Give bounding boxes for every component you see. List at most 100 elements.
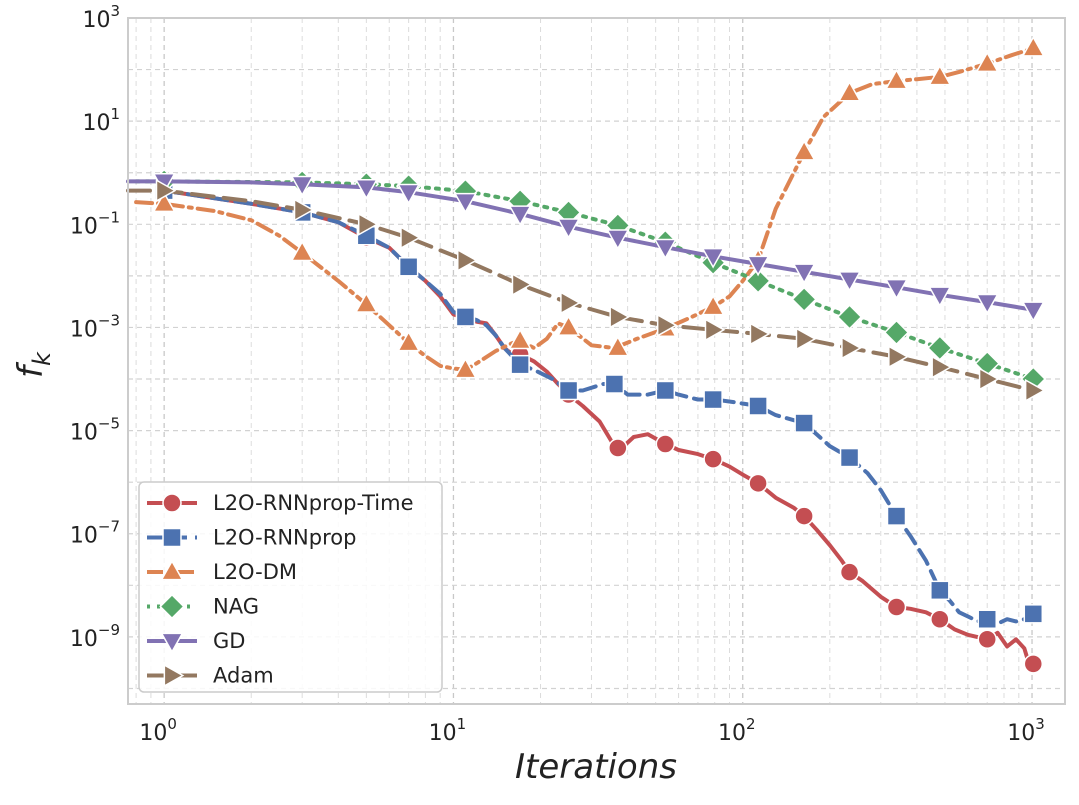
data-point [884, 278, 909, 300]
plot-frame [127, 17, 1066, 705]
x-tick-label: 103 [1007, 715, 1045, 746]
data-point [794, 413, 814, 433]
x-tick-label: 102 [718, 715, 756, 746]
data-point [508, 205, 532, 227]
legend: L2O-RNNprop-Time L2O-RNNprop L2O-DM NAG GD Ad… [138, 481, 443, 693]
data-point [791, 286, 817, 313]
data-point [163, 663, 185, 688]
legend-entry: NAG [147, 593, 259, 620]
y-tick-label: 10−3 [70, 311, 120, 342]
data-point [745, 268, 771, 294]
legend-entry: GD [147, 629, 245, 654]
legend-label: L2O-RNNprop [213, 526, 356, 550]
data-point [160, 632, 184, 654]
data-point [396, 183, 421, 205]
data-point [1021, 301, 1045, 323]
data-point [792, 263, 816, 285]
data-point [453, 357, 478, 379]
data-point [511, 272, 533, 297]
data-point [977, 609, 997, 629]
data-point [1023, 604, 1044, 624]
data-point [927, 335, 953, 361]
data-point [975, 51, 999, 73]
legend-entry: L2O-DM [147, 559, 297, 584]
data-point [604, 374, 625, 394]
tick-layer: 100 101 102 103 10−9 10−7 10−5 10−3 10−1 101 103 [70, 2, 1045, 746]
y-tick-label: 103 [82, 2, 120, 33]
data-point [928, 286, 952, 308]
data-point [837, 80, 862, 102]
data-point [560, 291, 581, 315]
data-point [794, 506, 814, 526]
data-point [160, 559, 184, 581]
series-line [162, 188, 1036, 626]
data-point [748, 396, 768, 416]
data-point [703, 389, 723, 410]
y-tick-label: 10−9 [70, 621, 120, 652]
data-point [1021, 35, 1045, 57]
data-point [701, 247, 725, 269]
y-tick-label: 10−1 [70, 208, 120, 239]
data-point [1024, 378, 1046, 403]
legend-label: L2O-RNNprop-Time [213, 491, 413, 515]
data-point [884, 68, 909, 90]
data-point [396, 330, 421, 352]
data-point [655, 434, 676, 454]
data-point [930, 580, 950, 601]
y-tick-label: 10−5 [70, 415, 120, 446]
data-point [701, 294, 725, 316]
series-3 [134, 35, 1045, 379]
data-point [162, 527, 182, 548]
legend-box [138, 481, 443, 693]
data-point [746, 255, 770, 277]
y-tick-label: 10−7 [70, 518, 120, 549]
legend-label: L2O-DM [213, 560, 297, 584]
data-point [290, 240, 314, 262]
data-point [510, 354, 530, 375]
data-point [975, 293, 999, 315]
data-point [841, 336, 862, 360]
legend-entry: Adam [147, 664, 274, 688]
legend-entry: L2O-RNNprop-Time [147, 491, 413, 515]
data-point [290, 175, 314, 197]
data-point [606, 335, 630, 357]
data-point [839, 562, 860, 582]
data-point [977, 629, 997, 650]
series-layer [126, 35, 1047, 674]
legend-label: GD [213, 629, 245, 653]
data-point [883, 319, 910, 346]
data-point [556, 218, 581, 239]
legend-entry: L2O-RNNprop [147, 526, 356, 550]
data-point [839, 447, 860, 468]
data-point [656, 313, 678, 337]
data-point [162, 493, 182, 513]
y-axis-title: fk [11, 351, 56, 378]
data-point [928, 64, 952, 86]
data-point [606, 229, 630, 251]
data-point [293, 198, 315, 222]
data-point [453, 192, 478, 214]
data-point [792, 139, 816, 161]
data-point [400, 226, 421, 250]
x-axis-title: Iterations [515, 747, 677, 787]
data-point [354, 292, 378, 313]
data-point [930, 609, 950, 629]
series-5 [126, 172, 1045, 323]
data-point [457, 248, 478, 272]
data-point [508, 328, 532, 350]
x-tick-label: 100 [139, 715, 177, 746]
data-point [1023, 654, 1044, 674]
data-point [354, 178, 378, 200]
data-point [608, 438, 628, 458]
data-point [556, 315, 581, 336]
data-point [886, 506, 907, 526]
data-point [703, 449, 723, 469]
data-point [888, 345, 909, 369]
data-point [978, 367, 1000, 391]
data-point [931, 355, 953, 379]
legend-label: NAG [213, 595, 259, 619]
data-point [748, 473, 768, 494]
y-tick-label: 101 [82, 105, 120, 136]
data-point [155, 178, 177, 203]
